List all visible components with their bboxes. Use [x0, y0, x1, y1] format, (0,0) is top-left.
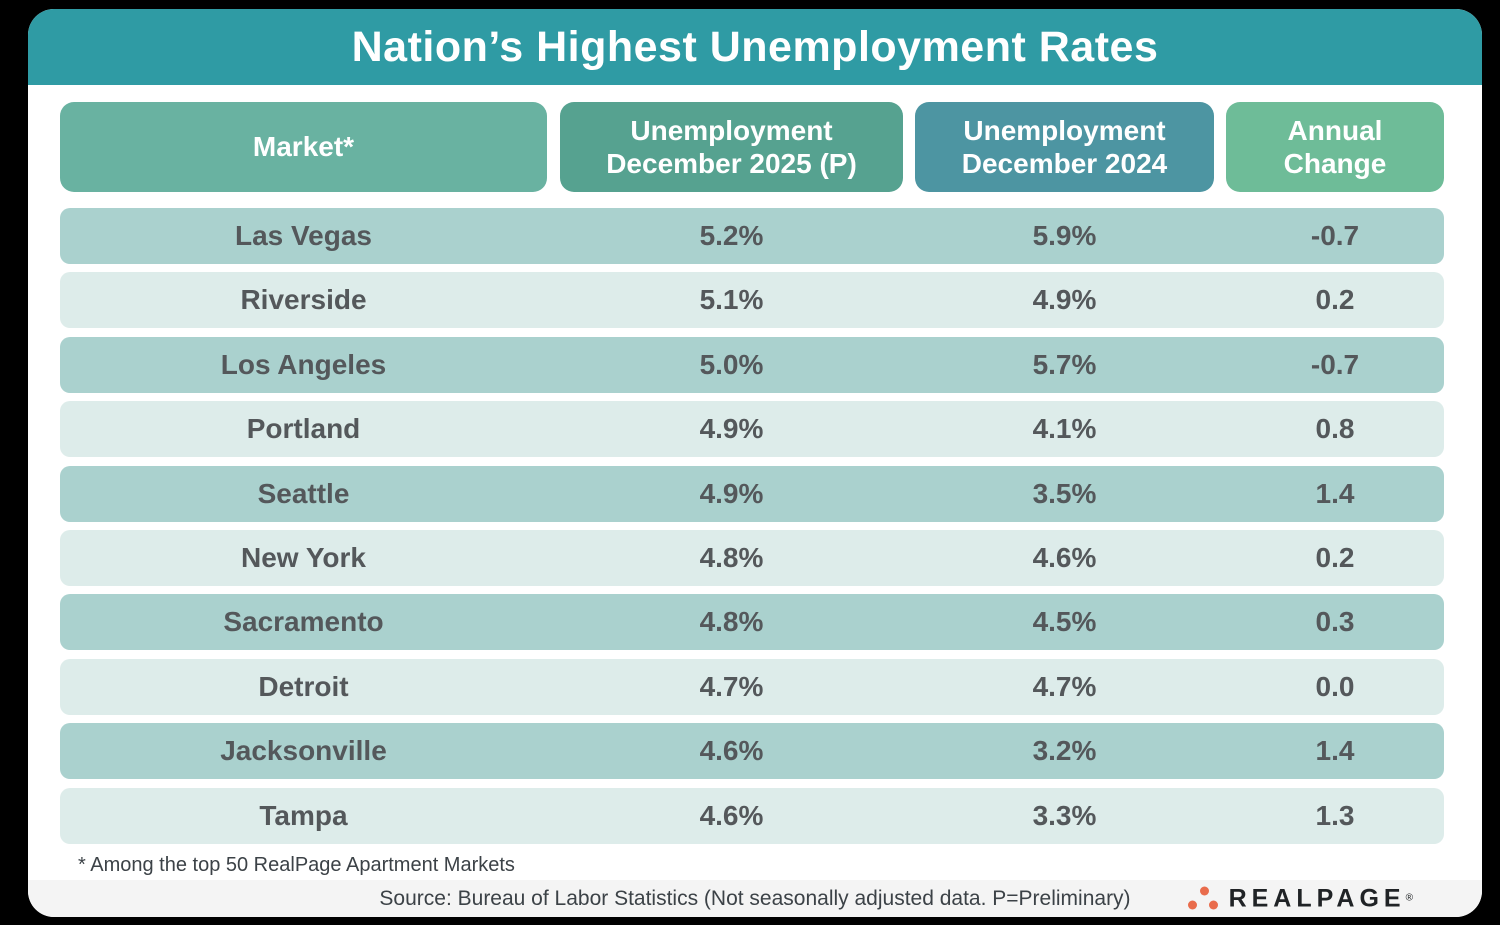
table-row: New York 4.8% 4.6% 0.2: [60, 529, 1444, 586]
market-cell: Los Angeles: [220, 348, 387, 380]
unemployment-2024-cell: 4.6%: [1032, 541, 1097, 573]
unemployment-2025-cell: 4.6%: [699, 735, 764, 767]
unemployment-2024-cell: 5.7%: [1032, 348, 1097, 380]
market-cell: Portland: [246, 413, 361, 445]
table-row: Sacramento 4.8% 4.5% 0.3: [60, 594, 1444, 651]
table-row: Detroit 4.7% 4.7% 0.0: [60, 658, 1444, 715]
realpage-logo: REALPAGE ®: [1187, 884, 1413, 913]
column-header-change-line2: Change: [1283, 148, 1387, 179]
table-body: Las Vegas 5.2% 5.9% -0.7 Riverside 5.1% …: [60, 208, 1444, 844]
unemployment-2025-cell: 5.2%: [699, 220, 764, 251]
unemployment-2025-cell: 4.6%: [699, 799, 764, 831]
annual-change-cell: -0.7: [1310, 348, 1360, 380]
source-text: Source: Bureau of Labor Statistics (Not …: [379, 886, 1131, 910]
table-row: Las Vegas 5.2% 5.9% -0.7: [60, 208, 1444, 264]
unemployment-2025-cell: 4.9%: [699, 413, 764, 445]
market-cell: Las Vegas: [235, 220, 372, 251]
column-header-change-line1: Annual: [1287, 114, 1383, 146]
unemployment-2025-cell: 4.8%: [699, 606, 764, 638]
registered-trademark-symbol: ®: [1405, 892, 1413, 904]
column-header-2024-line1: Unemployment: [963, 114, 1166, 146]
title-bar: Nation’s Highest Unemployment Rates: [28, 9, 1482, 85]
unemployment-2025-cell: 4.9%: [699, 477, 764, 509]
annual-change-cell: -0.7: [1310, 220, 1360, 251]
annual-change-cell: 1.4: [1315, 735, 1355, 767]
unemployment-2024-cell: 3.5%: [1032, 477, 1097, 509]
table-row: Riverside 5.1% 4.9% 0.2: [60, 272, 1444, 329]
unemployment-2024-cell: 3.3%: [1032, 799, 1097, 831]
market-cell: Riverside: [240, 284, 367, 316]
table-row: Seattle 4.9% 3.5% 1.4: [60, 465, 1444, 522]
annual-change-cell: 0.2: [1315, 541, 1355, 573]
annual-change-cell: 0.2: [1315, 284, 1355, 316]
table-row: Portland 4.9% 4.1% 0.8: [60, 401, 1444, 458]
unemployment-2025-cell: 5.0%: [699, 348, 764, 380]
column-header-annual-change: Annual Change: [1226, 102, 1444, 192]
column-header-unemployment-2024: Unemployment December 2024: [915, 102, 1214, 192]
annual-change-cell: 0.3: [1315, 606, 1355, 638]
market-cell: New York: [240, 541, 366, 573]
market-cell: Tampa: [259, 799, 348, 831]
unemployment-2024-cell: 4.1%: [1032, 413, 1097, 445]
column-header-2025-line1: Unemployment: [630, 114, 833, 146]
market-cell: Jacksonville: [220, 735, 387, 767]
page-title: Nation’s Highest Unemployment Rates: [351, 22, 1159, 71]
table-row: Jacksonville 4.6% 3.2% 1.4: [60, 723, 1444, 780]
unemployment-2024-cell: 4.7%: [1032, 670, 1097, 702]
unemployment-2025-cell: 4.8%: [699, 541, 764, 573]
unemployment-2025-cell: 5.1%: [699, 284, 764, 316]
market-cell: Detroit: [258, 670, 349, 702]
realpage-dots-icon: [1187, 886, 1221, 911]
market-cell: Sacramento: [223, 606, 384, 638]
annual-change-cell: 0.0: [1315, 670, 1355, 702]
annual-change-cell: 0.8: [1315, 413, 1355, 445]
footnote: * Among the top 50 RealPage Apartment Ma…: [78, 854, 515, 876]
unemployment-2024-cell: 5.9%: [1032, 220, 1097, 251]
unemployment-2024-cell: 4.5%: [1032, 606, 1097, 638]
table-row: Los Angeles 5.0% 5.7% -0.7: [60, 336, 1444, 393]
annual-change-cell: 1.3: [1315, 799, 1355, 831]
market-cell: Seattle: [257, 477, 350, 509]
column-header-market-label: Market*: [252, 131, 355, 163]
realpage-wordmark: REALPAGE: [1228, 884, 1406, 912]
unemployment-2024-cell: 4.9%: [1032, 284, 1097, 316]
table-header-row: Market* Unemployment December 2025 (P) U…: [60, 102, 1444, 192]
source-bar: Source: Bureau of Labor Statistics (Not …: [28, 880, 1482, 917]
table-row: Tampa 4.6% 3.3% 1.3: [60, 787, 1444, 844]
column-header-2024-line2: December 2024: [961, 148, 1168, 179]
infographic-card: Nation’s Highest Unemployment Rates Mark…: [28, 9, 1482, 917]
unemployment-2024-cell: 3.2%: [1032, 735, 1097, 767]
column-header-2025-line2: December 2025 (P): [606, 148, 857, 179]
column-header-market: Market*: [60, 102, 547, 192]
unemployment-2025-cell: 4.7%: [699, 670, 764, 702]
column-header-unemployment-2025: Unemployment December 2025 (P): [560, 102, 903, 192]
annual-change-cell: 1.4: [1315, 477, 1355, 509]
